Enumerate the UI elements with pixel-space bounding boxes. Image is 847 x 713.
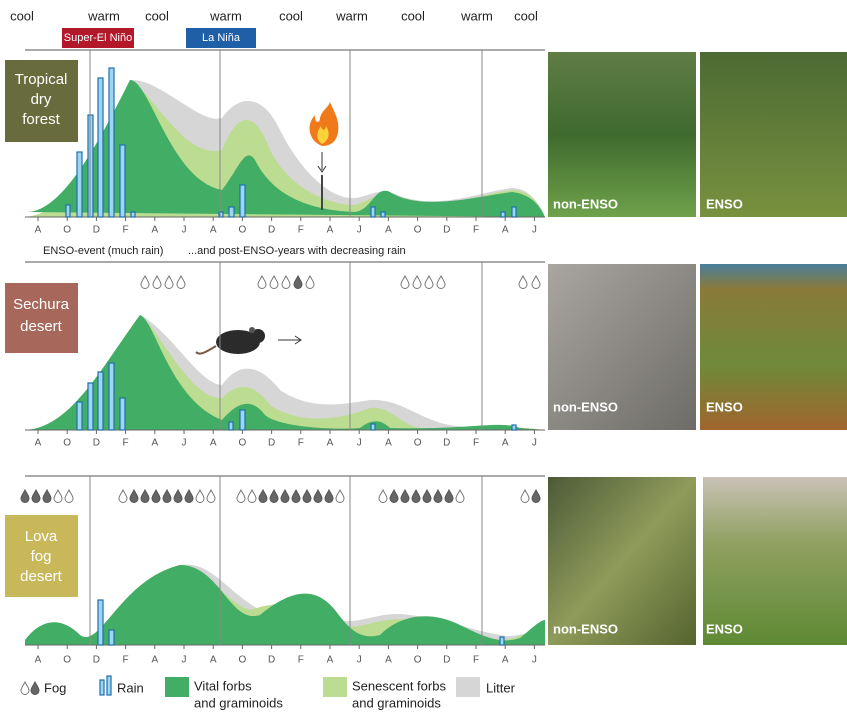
top-bar: Super-El Niño La Niña xyxy=(25,28,545,50)
phase-label: cool xyxy=(401,8,425,23)
month-label: J xyxy=(182,655,187,666)
fog-drops xyxy=(141,276,540,289)
photo-label: non-ENSO xyxy=(553,196,618,211)
month-label: D xyxy=(268,655,275,666)
month-label: F xyxy=(298,655,304,666)
month-label: A xyxy=(327,438,334,449)
legend-label: Litter xyxy=(486,680,516,695)
month-label: F xyxy=(473,655,479,666)
panel-label: Lova xyxy=(25,528,58,545)
month-label: A xyxy=(35,225,42,236)
photos: non-ENSO ENSO non-ENSO ENSO non-ENSO ENS… xyxy=(548,52,847,645)
month-label: F xyxy=(123,655,129,666)
panel-label: desert xyxy=(20,318,63,335)
month-label: O xyxy=(239,438,247,449)
month-label: D xyxy=(268,438,275,449)
month-label: O xyxy=(414,438,422,449)
month-label: A xyxy=(385,225,392,236)
month-label: A xyxy=(502,225,509,236)
panel-label: Tropical xyxy=(15,71,68,88)
month-label: A xyxy=(151,438,158,449)
event-label: La Niña xyxy=(202,32,241,44)
month-label: A xyxy=(210,225,217,236)
month-label: A xyxy=(327,225,334,236)
panel-sechura: Sechura desert xyxy=(5,262,545,430)
legend-label: and graminoids xyxy=(352,695,441,710)
month-label: A xyxy=(385,438,392,449)
month-label: A xyxy=(327,655,334,666)
month-label: O xyxy=(63,438,71,449)
month-label: J xyxy=(182,225,187,236)
panel-lova: Lova fog desert xyxy=(5,476,545,645)
month-label: A xyxy=(35,655,42,666)
month-label: O xyxy=(239,655,247,666)
event-label: Super-El Niño xyxy=(64,32,132,44)
fog-drops xyxy=(21,490,540,503)
month-label: A xyxy=(151,225,158,236)
month-label: D xyxy=(93,438,100,449)
phase-label: cool xyxy=(10,8,34,23)
panel-label: desert xyxy=(20,568,63,585)
rat-icon xyxy=(196,327,301,354)
photo-label: ENSO xyxy=(706,399,743,414)
photo-label: non-ENSO xyxy=(553,621,618,636)
phase-label: warm xyxy=(87,8,120,23)
month-label: F xyxy=(473,438,479,449)
month-label: D xyxy=(93,225,100,236)
phase-label: cool xyxy=(145,8,169,23)
month-label: O xyxy=(414,225,422,236)
month-label: O xyxy=(63,225,71,236)
panel-label: forest xyxy=(22,111,60,128)
month-label: D xyxy=(443,225,450,236)
month-label: A xyxy=(35,438,42,449)
month-label: O xyxy=(414,655,422,666)
legend-label: Fog xyxy=(44,680,66,695)
photo-label: non-ENSO xyxy=(553,399,618,414)
month-label: A xyxy=(385,655,392,666)
month-label: A xyxy=(210,655,217,666)
month-label: D xyxy=(443,655,450,666)
caption: ENSO-event (much rain) xyxy=(43,245,163,257)
month-label: J xyxy=(532,655,537,666)
month-label: A xyxy=(502,438,509,449)
month-label: F xyxy=(473,225,479,236)
month-label: F xyxy=(123,438,129,449)
phase-label: warm xyxy=(209,8,242,23)
photo-label: ENSO xyxy=(706,621,743,636)
month-label: J xyxy=(182,438,187,449)
month-label: D xyxy=(268,225,275,236)
panel-label: fog xyxy=(31,548,52,565)
month-label: O xyxy=(239,225,247,236)
legend: Fog Rain Vital forbs and graminoids Sene… xyxy=(21,676,516,710)
month-label: J xyxy=(357,438,362,449)
month-label: F xyxy=(123,225,129,236)
month-label: J xyxy=(357,655,362,666)
month-label: O xyxy=(63,655,71,666)
legend-label: and graminoids xyxy=(194,695,283,710)
month-label: A xyxy=(502,655,509,666)
panel-label: Sechura xyxy=(13,296,70,313)
legend-label: Vital forbs xyxy=(194,678,252,693)
panel-label: dry xyxy=(31,91,52,108)
phase-label: cool xyxy=(279,8,303,23)
month-label: F xyxy=(298,225,304,236)
figure: Super-El Niño La Niña Tropical dry fores… xyxy=(0,0,847,713)
month-label: A xyxy=(210,438,217,449)
month-label: J xyxy=(357,225,362,236)
phase-label: cool xyxy=(514,8,538,23)
photo-label: ENSO xyxy=(706,196,743,211)
phase-label: warm xyxy=(335,8,368,23)
legend-label: Rain xyxy=(117,680,144,695)
phase-label: warm xyxy=(460,8,493,23)
month-label: D xyxy=(93,655,100,666)
month-label: J xyxy=(532,225,537,236)
month-label: J xyxy=(532,438,537,449)
caption: ...and post-ENSO-years with decreasing r… xyxy=(188,245,406,257)
month-label: A xyxy=(151,655,158,666)
month-label: F xyxy=(298,438,304,449)
legend-label: Senescent forbs xyxy=(352,678,446,693)
month-label: D xyxy=(443,438,450,449)
